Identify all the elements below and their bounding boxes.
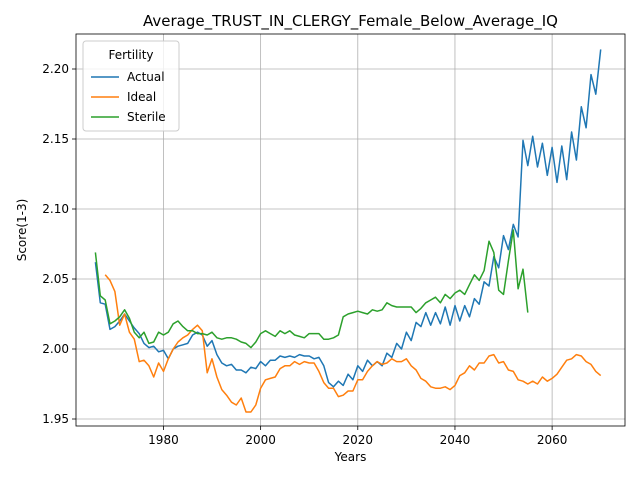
y-tick-label: 2.05 [42,272,69,286]
x-tick-label: 1980 [148,433,179,447]
y-axis-title: Score(1-3) [15,199,29,262]
x-tick-label: 2040 [440,433,471,447]
y-tick-label: 2.10 [42,202,69,216]
x-tick-label: 2000 [245,433,276,447]
series-lines [94,49,602,413]
y-axis-ticks: 1.95 2.00 2.05 2.10 2.15 2.20 [42,62,76,426]
x-tick-label: 2020 [343,433,374,447]
plot-frame [75,33,626,427]
x-tick-label: 2060 [537,433,568,447]
legend: Fertility Actual Ideal Sterile [82,40,180,132]
y-tick-label: 2.20 [42,62,69,76]
legend-title: Fertility [108,48,153,62]
legend-label-actual: Actual [127,70,165,84]
legend-box [82,40,180,132]
x-axis-title: Years [334,450,367,464]
series-line-sterile [94,229,529,349]
chart-title: Average_TRUST_IN_CLERGY_Female_Below_Ave… [143,12,558,31]
x-axis-ticks: 1980 2000 2020 2040 2060 [148,426,567,447]
legend-label-sterile: Sterile [127,110,166,124]
y-tick-label: 2.15 [42,132,69,146]
y-tick-label: 1.95 [42,412,69,426]
legend-label-ideal: Ideal [127,90,156,104]
series-line-ideal [104,274,602,413]
series-line-actual [94,49,602,388]
y-tick-label: 2.00 [42,342,69,356]
